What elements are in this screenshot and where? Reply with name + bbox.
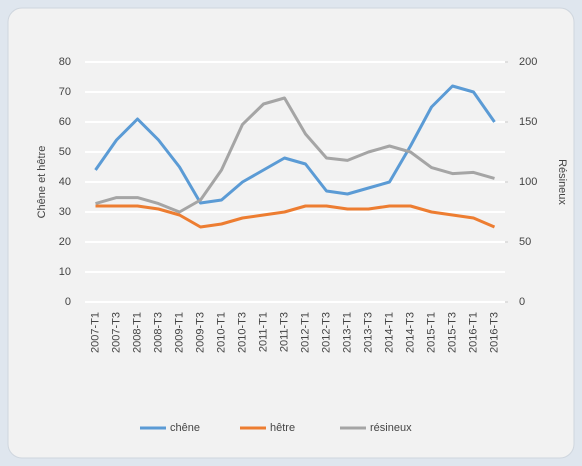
y-axis-title: Chêne et hêtre	[36, 146, 48, 219]
y2-tick-label: 200	[519, 56, 537, 68]
x-tick-label: 2014-T3	[404, 312, 416, 353]
x-tick-label: 2009-T1	[173, 312, 185, 353]
x-tick-label: 2008-T1	[131, 312, 143, 353]
y2-axis-title: Résineux	[556, 159, 568, 205]
x-tick-label: 2009-T3	[194, 312, 206, 353]
y-tick-label: 80	[59, 56, 71, 68]
x-tick-label: 2007-T3	[110, 312, 122, 353]
x-tick-label: 2016-T1	[467, 312, 479, 353]
panel	[7, 7, 575, 459]
y2-tick-label: 0	[519, 296, 525, 308]
y-tick-label: 60	[59, 116, 71, 128]
y-tick-label: 20	[59, 236, 71, 248]
x-tick-label: 2008-T3	[152, 312, 164, 353]
series-line	[95, 96, 495, 214]
x-tick-label: 2007-T1	[89, 312, 101, 353]
x-tick-label: 2015-T1	[425, 312, 437, 353]
x-tick-label: 2010-T3	[236, 312, 248, 353]
y2-tick-label: 150	[519, 116, 537, 128]
y2-tick-label: 50	[519, 236, 531, 248]
series-line	[95, 204, 496, 229]
x-tick-label: 2010-T1	[215, 312, 227, 353]
y-tick-label: 10	[59, 266, 71, 278]
y-tick-label: 50	[59, 146, 71, 158]
x-tick-label: 2012-T1	[299, 312, 311, 353]
x-tick-label: 2012-T3	[320, 312, 332, 353]
legend-label: chêne	[170, 422, 200, 434]
x-tick-label: 2016-T3	[488, 312, 500, 353]
x-tick-label: 2013-T1	[341, 312, 353, 353]
y-tick-label: 30	[59, 206, 71, 218]
y-tick-label: 0	[65, 296, 71, 308]
x-tick-label: 2014-T1	[383, 312, 395, 353]
x-tick-label: 2011-T3	[278, 312, 290, 352]
y-tick-label: 40	[59, 176, 71, 188]
legend-label: résineux	[370, 422, 412, 434]
x-tick-label: 2015-T3	[446, 312, 458, 353]
x-tick-label: 2011-T1	[257, 312, 269, 352]
x-tick-label: 2013-T3	[362, 312, 374, 353]
series-line	[94, 84, 496, 205]
y2-tick-label: 100	[519, 176, 537, 188]
legend-label: hêtre	[270, 422, 295, 434]
y-tick-label: 70	[59, 86, 71, 98]
